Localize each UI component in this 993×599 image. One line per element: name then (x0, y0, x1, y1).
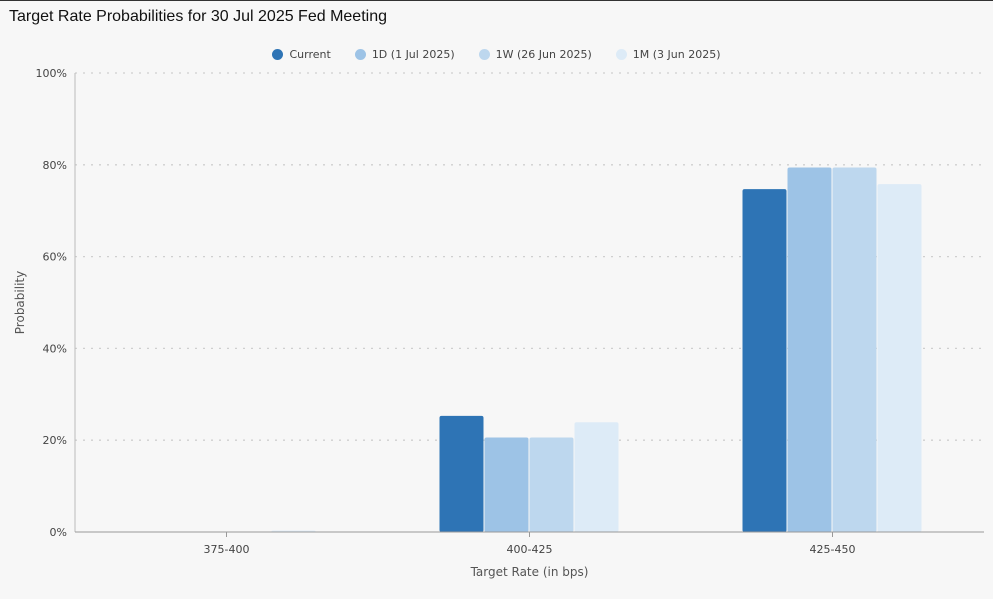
legend-label: 1M (3 Jun 2025) (632, 47, 721, 61)
top-border (0, 0, 993, 1)
legend-item-current[interactable]: Current (272, 47, 331, 61)
legend-item-1w[interactable]: 1W (26 Jun 2025) (478, 47, 592, 61)
x-tick-label: 400-425 (507, 543, 553, 556)
bar[interactable] (484, 437, 529, 532)
bar[interactable] (742, 189, 787, 532)
y-tick-label: 80% (43, 159, 67, 172)
x-axis-ticks: 375-400 400-425 425-450 (204, 532, 856, 556)
y-tick-label: 60% (43, 251, 67, 264)
legend-item-1m[interactable]: 1M (3 Jun 2025) (615, 47, 721, 61)
legend-swatch-icon (272, 48, 284, 60)
x-axis-label: Target Rate (in bps) (470, 565, 589, 579)
bar[interactable] (877, 184, 922, 532)
y-axis-ticks: 0% 20% 40% 60% 80% 100% (36, 67, 67, 539)
bars (271, 167, 922, 532)
y-tick-label: 100% (36, 67, 67, 80)
y-tick-label: 20% (43, 434, 67, 447)
legend-label: 1W (26 Jun 2025) (495, 47, 592, 61)
legend-label: 1D (1 Jul 2025) (371, 47, 455, 61)
y-tick-label: 40% (43, 342, 67, 355)
legend-item-1d[interactable]: 1D (1 Jul 2025) (354, 47, 455, 61)
legend-swatch-icon (478, 48, 490, 60)
bar[interactable] (787, 167, 832, 532)
bar[interactable] (529, 437, 574, 532)
y-tick-label: 0% (50, 526, 67, 539)
bar[interactable] (574, 422, 619, 532)
chart-title: Target Rate Probabilities for 30 Jul 202… (9, 8, 387, 25)
bar[interactable] (439, 415, 484, 532)
y-axis-label: Probability (13, 271, 27, 334)
x-tick-label: 375-400 (204, 543, 250, 556)
legend-swatch-icon (354, 48, 366, 60)
x-tick-label: 425-450 (810, 543, 856, 556)
legend-label: Current (289, 47, 331, 61)
legend-swatch-icon (615, 48, 627, 60)
bar[interactable] (832, 167, 877, 532)
legend: Current 1D (1 Jul 2025) 1W (26 Jun 2025)… (0, 44, 993, 64)
